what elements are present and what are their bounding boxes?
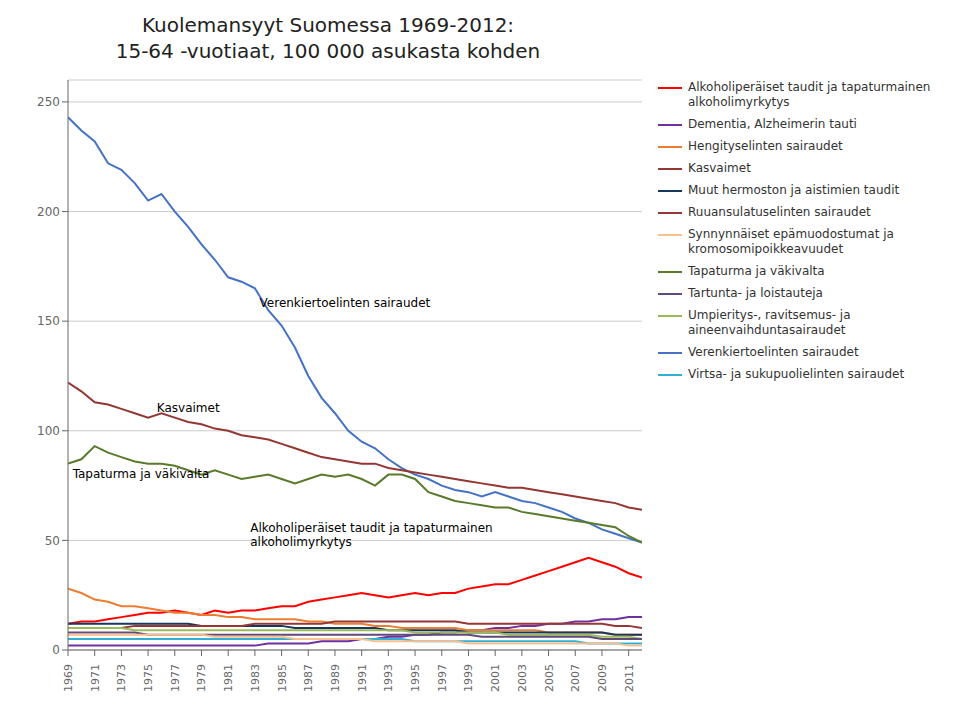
html-text:Alkoholiperäiset taudit ja tap: Alkoholiperäiset taudit ja tapaturmainen… xyxy=(688,80,931,109)
svg-text:1997: 1997 xyxy=(436,664,449,692)
svg-text:Tapaturma ja väkivalta: Tapaturma ja väkivalta xyxy=(72,467,210,481)
svg-text:Alkoholiperäiset taudit ja tap: Alkoholiperäiset taudit ja tapaturmainen… xyxy=(250,521,492,549)
html-text:Kuolemansyyt Suomessa 1969-201: Kuolemansyyt Suomessa 1969-2012: 15-64 -… xyxy=(115,13,541,63)
svg-text:1993: 1993 xyxy=(382,664,395,692)
svg-text:1969: 1969 xyxy=(62,664,75,692)
html-text:Synnynnäiset epämuodostumat ja: Synnynnäiset epämuodostumat ja kromosomi… xyxy=(688,227,894,256)
html-text:Muut hermoston ja aistimien ta: Muut hermoston ja aistimien taudit xyxy=(688,183,900,197)
svg-text:1979: 1979 xyxy=(195,664,208,692)
svg-text:2011: 2011 xyxy=(623,664,636,692)
svg-text:1999: 1999 xyxy=(462,664,475,692)
html-text:Verenkiertoelinten sairaudet: Verenkiertoelinten sairaudet xyxy=(688,345,859,359)
svg-text:50: 50 xyxy=(45,534,60,548)
svg-text:250: 250 xyxy=(37,95,60,109)
svg-text:100: 100 xyxy=(37,424,60,438)
svg-text:200: 200 xyxy=(37,205,60,219)
svg-text:Verenkiertoelinten sairaudet: Verenkiertoelinten sairaudet xyxy=(260,296,431,310)
html-text:Tapaturma ja väkivalta: Tapaturma ja väkivalta xyxy=(688,264,825,278)
svg-text:0: 0 xyxy=(52,643,60,657)
svg-text:150: 150 xyxy=(37,314,60,328)
html-text:Virtsa- ja sukupuolielinten sa: Virtsa- ja sukupuolielinten sairaudet xyxy=(688,367,905,381)
svg-text:1983: 1983 xyxy=(249,664,262,692)
svg-text:Kasvaimet: Kasvaimet xyxy=(157,401,220,415)
svg-text:1981: 1981 xyxy=(222,664,235,692)
svg-text:1975: 1975 xyxy=(142,664,155,692)
svg-text:2007: 2007 xyxy=(569,664,582,692)
svg-text:2005: 2005 xyxy=(543,664,556,692)
svg-text:2003: 2003 xyxy=(516,664,529,692)
html-text:Ruuansulatuselinten sairaudet: Ruuansulatuselinten sairaudet xyxy=(688,205,871,219)
svg-text:2001: 2001 xyxy=(489,664,502,692)
html-text:Umpieritys-, ravitsemus- ja ai: Umpieritys-, ravitsemus- ja aineenvaihdu… xyxy=(688,308,851,337)
svg-text:1971: 1971 xyxy=(89,664,102,692)
svg-text:1985: 1985 xyxy=(276,664,289,692)
svg-text:1991: 1991 xyxy=(356,664,369,692)
svg-text:1987: 1987 xyxy=(302,664,315,692)
html-text:Tartunta- ja loistauteja: Tartunta- ja loistauteja xyxy=(688,286,823,300)
svg-text:1977: 1977 xyxy=(169,664,182,692)
svg-text:1995: 1995 xyxy=(409,664,422,692)
svg-text:1973: 1973 xyxy=(115,664,128,692)
svg-text:2009: 2009 xyxy=(596,664,609,692)
html-text:Dementia, Alzheimerin tauti: Dementia, Alzheimerin tauti xyxy=(688,117,857,131)
html-text:Hengityselinten sairaudet: Hengityselinten sairaudet xyxy=(688,139,843,153)
html-text:Kasvaimet: Kasvaimet xyxy=(688,161,751,175)
svg-text:1989: 1989 xyxy=(329,664,342,692)
